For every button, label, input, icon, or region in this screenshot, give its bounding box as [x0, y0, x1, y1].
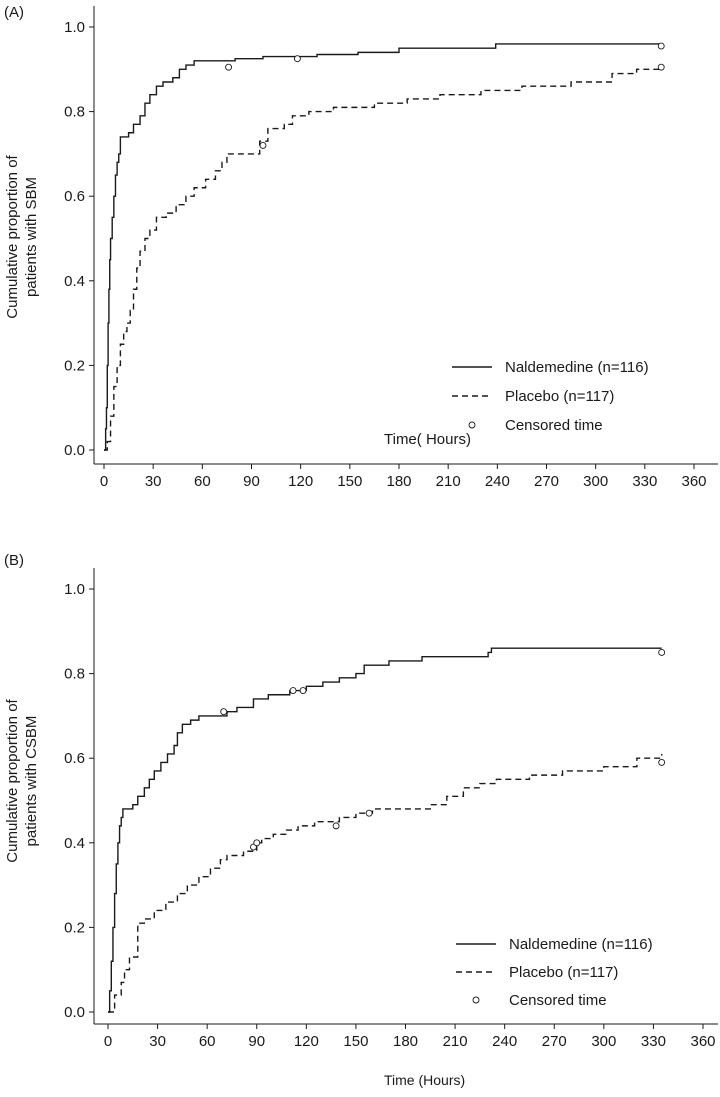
censored-marker — [289, 687, 297, 694]
y-tick-label: 0.6 — [64, 750, 85, 767]
y-tick-label: 1.0 — [64, 581, 85, 598]
chart-panel-a: (A) Cumulative proportion of patients wi… — [0, 0, 720, 548]
x-tick-label: 360 — [690, 1033, 715, 1050]
x-tick-label: 120 — [294, 1033, 319, 1050]
legend-label: Censored time — [509, 992, 607, 1009]
x-tick-label: 120 — [288, 473, 313, 490]
chart-panel-b: (B) Cumulative proportion of patients wi… — [0, 548, 720, 1097]
censored-marker — [332, 822, 340, 830]
x-axis-label: Time (Hours) — [384, 1072, 466, 1088]
y-tick-label: 0.2 — [64, 919, 85, 936]
censored-marker — [658, 648, 666, 656]
censored-marker — [225, 63, 233, 71]
placebo-curve — [104, 65, 662, 451]
censored-marker — [657, 63, 665, 71]
censored-marker — [259, 141, 267, 149]
naldemedine-curve — [108, 647, 662, 1013]
x-tick-label: 90 — [248, 1033, 265, 1050]
x-tick-label: 210 — [443, 1033, 468, 1050]
censored-marker — [657, 42, 665, 50]
x-tick-label: 60 — [199, 1033, 216, 1050]
x-tick-label: 30 — [145, 473, 162, 490]
legend-censored-symbol — [472, 996, 480, 1004]
censored-marker — [365, 809, 373, 817]
panel-label: (B) — [4, 552, 24, 569]
x-tick-label: 300 — [591, 1033, 616, 1050]
naldemedine-curve — [104, 43, 662, 451]
placebo-curve — [108, 753, 663, 1013]
x-tick-label: 330 — [641, 1033, 666, 1050]
x-tick-label: 180 — [393, 1033, 418, 1050]
censored-marker — [658, 758, 666, 766]
km-plot: 0.0 0.2 0.4 0.6 0.8 1.0 0 30 60 90 120 150 180 210 240… — [64, 568, 718, 1050]
x-tick-label: 240 — [485, 473, 510, 490]
x-tick-label: 0 — [104, 1033, 112, 1050]
x-tick-label: 150 — [343, 1033, 368, 1050]
x-tick-label: 90 — [243, 473, 260, 490]
km-plot: 0.0 0.2 0.4 0.6 0.8 1.0 0 30 60 90 120 150 180 210 240… — [64, 6, 718, 490]
x-tick-label: 180 — [386, 473, 411, 490]
censored-marker — [293, 55, 301, 63]
x-axis-label: Time( Hours) — [384, 431, 471, 448]
y-tick-label: 0.0 — [64, 1004, 85, 1021]
legend-censored-symbol — [468, 421, 476, 429]
legend-label: Naldemedine (n=116) — [505, 359, 649, 376]
y-tick-label: 0.4 — [64, 835, 85, 852]
censored-marker — [220, 708, 228, 716]
x-tick-label: 60 — [194, 473, 211, 490]
legend-label: Censored time — [505, 417, 603, 434]
censored-marker — [253, 839, 261, 847]
y-tick-label: 1.0 — [64, 19, 85, 36]
x-tick-label: 330 — [632, 473, 657, 490]
censored-marker — [299, 687, 307, 694]
y-tick-label: 0.2 — [64, 357, 85, 374]
y-tick-label: 0.6 — [64, 188, 85, 205]
y-tick-label: 0.8 — [64, 104, 85, 121]
y-tick-label: 0.4 — [64, 273, 85, 290]
x-tick-label: 0 — [100, 473, 108, 490]
y-tick-label: 0.8 — [64, 666, 85, 683]
legend-label: Naldemedine (n=116) — [509, 936, 653, 953]
x-tick-label: 300 — [583, 473, 608, 490]
y-tick-label: 0.0 — [64, 442, 85, 459]
x-tick-label: 240 — [492, 1033, 517, 1050]
x-tick-label: 270 — [534, 473, 559, 490]
panel-label: (A) — [4, 4, 24, 21]
x-tick-label: 150 — [337, 473, 362, 490]
legend-label: Placebo (n=117) — [505, 388, 614, 405]
legend-label: Placebo (n=117) — [509, 964, 618, 981]
x-tick-label: 30 — [149, 1033, 166, 1050]
x-tick-label: 210 — [436, 473, 461, 490]
x-tick-label: 360 — [681, 473, 706, 490]
x-tick-label: 270 — [542, 1033, 567, 1050]
